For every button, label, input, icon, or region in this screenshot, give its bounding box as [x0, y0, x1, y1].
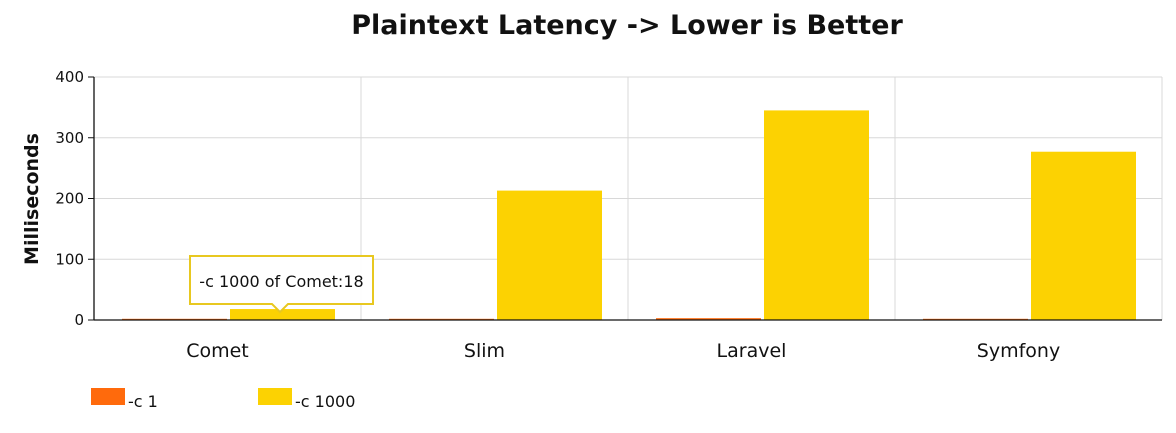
bar-tooltip: -c 1000 of Comet:18 [189, 255, 374, 314]
bar-cc1000-comet [230, 309, 335, 320]
bars-group [122, 110, 1136, 320]
legend-swatch-0 [91, 388, 125, 405]
legend-swatch-1 [258, 388, 292, 405]
y-tick-label-1: 100 [55, 250, 84, 268]
tooltip-box [189, 255, 374, 314]
y-tick-label-0: 0 [74, 311, 84, 329]
bar-cc1000-laravel [764, 110, 869, 320]
bar-cc1000-slim [497, 190, 602, 320]
x-ticks-group: Comet Slim Laravel Symfony [186, 340, 1060, 362]
bar-cc1000-symfony [1031, 151, 1136, 320]
legend: -c 1 -c 1000 [91, 388, 355, 411]
bar-cc1-laravel [656, 318, 761, 320]
x-tick-label-symfony: Symfony [977, 340, 1060, 362]
x-tick-label-slim: Slim [464, 340, 505, 362]
tooltip-text: -c 1000 of Comet:18 [199, 272, 363, 291]
y-tick-label-2: 200 [55, 190, 84, 208]
x-tick-label-laravel: Laravel [717, 340, 787, 362]
chart-title: Plaintext Latency -> Lower is Better [351, 10, 903, 41]
y-tick-label-4: 400 [55, 68, 84, 86]
y-ticks-group: 0 100 200 300 400 [55, 68, 94, 329]
legend-label-1: -c 1000 [295, 392, 355, 411]
legend-label-0: -c 1 [128, 392, 158, 411]
y-axis-label: Milliseconds [21, 133, 43, 265]
x-tick-label-comet: Comet [186, 340, 249, 362]
y-tick-label-3: 300 [55, 129, 84, 147]
